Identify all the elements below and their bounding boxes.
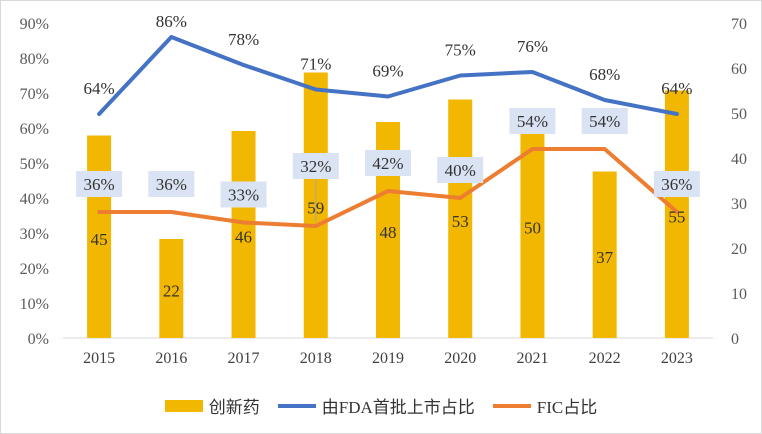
fic-data-label: 33% <box>228 186 259 205</box>
legend-swatch <box>164 399 203 412</box>
right-tick-label: 50 <box>731 106 747 123</box>
left-tick-label: 90% <box>20 16 49 33</box>
bar <box>448 99 473 338</box>
right-tick-label: 70 <box>731 16 747 33</box>
fic-line <box>97 147 679 228</box>
fda-data-label: 64% <box>84 79 115 98</box>
fda-data-label: 76% <box>517 37 548 56</box>
fic-label-box <box>148 171 195 197</box>
fic-data-label: 40% <box>445 161 476 180</box>
left-tick-label: 60% <box>20 121 49 138</box>
left-tick-label: 40% <box>20 191 49 208</box>
fda-data-label: 69% <box>372 62 403 81</box>
x-tick-label: 2018 <box>300 350 332 367</box>
fic-label-box <box>220 181 267 208</box>
fic-data-label: 36% <box>661 175 692 194</box>
fic-label-box <box>437 157 484 183</box>
legend-swatch <box>492 403 531 408</box>
bar-data-label: 55 <box>668 207 685 226</box>
legend-label: 由FDA首批上市占比 <box>321 398 475 417</box>
fda-data-label: 78% <box>228 30 259 49</box>
bar-data-label: 22 <box>163 282 180 301</box>
fda-data-label: 71% <box>300 55 331 74</box>
legend-item-fic: FIC占比 <box>492 393 598 418</box>
bar-data-label: 45 <box>91 230 108 249</box>
bar-data-label: 48 <box>380 223 397 242</box>
bar <box>87 135 112 338</box>
bar-data-label: 37 <box>596 248 614 267</box>
x-tick-label: 2023 <box>661 350 693 367</box>
fic-label-box <box>509 108 556 134</box>
right-tick-label: 10 <box>731 286 747 303</box>
fic-label-box <box>292 153 339 179</box>
fic-label-box <box>581 108 628 134</box>
x-tick-label: 2016 <box>155 350 187 367</box>
x-tick-label: 2021 <box>516 350 548 367</box>
bar <box>592 171 617 338</box>
bar <box>159 239 184 338</box>
legend-label: FIC占比 <box>536 398 598 417</box>
fic-data-label: 54% <box>517 112 548 131</box>
fic-data-label: 36% <box>84 175 115 194</box>
x-tick-label: 2020 <box>444 350 476 367</box>
fic-data-label: 54% <box>589 112 620 131</box>
left-tick-label: 80% <box>20 51 49 68</box>
fda-data-label: 64% <box>661 79 692 98</box>
left-tick-label: 70% <box>20 86 49 103</box>
bar <box>664 90 689 338</box>
left-tick-label: 0% <box>28 331 49 348</box>
bar-data-label: 53 <box>452 212 469 231</box>
legend-swatch <box>277 403 316 408</box>
fda-data-label: 86% <box>156 12 187 31</box>
bar-data-label: 46 <box>235 228 252 247</box>
x-tick-label: 2019 <box>372 350 404 367</box>
bar-data-label: 50 <box>524 219 541 238</box>
left-tick-label: 50% <box>20 156 49 173</box>
right-tick-label: 40 <box>731 151 747 168</box>
bar <box>231 131 256 338</box>
fic-data-label: 32% <box>300 157 331 176</box>
fic-data-label: 42% <box>372 154 403 173</box>
x-tick-label: 2015 <box>83 350 115 367</box>
fic-label-box <box>365 150 411 176</box>
fic-data-label: 36% <box>156 175 187 194</box>
right-tick-label: 30 <box>731 196 747 213</box>
fda-line <box>97 35 679 116</box>
legend-item-bar: 创新药 <box>164 393 260 418</box>
fda-data-label: 68% <box>589 65 620 84</box>
fic-label-box <box>653 171 700 197</box>
chart-plot: 0% 10% 20% 30% 40% 50% 60% 70% 80% 90% 0 10 20 30 40 50… <box>20 12 747 367</box>
legend-item-fda: 由FDA首批上市占比 <box>277 393 475 418</box>
left-tick-label: 30% <box>20 226 49 243</box>
fic-label-box <box>76 171 123 197</box>
right-tick-label: 60 <box>731 61 747 78</box>
left-tick-label: 20% <box>20 261 49 278</box>
legend: 创新药 由FDA首批上市占比 FIC占比 <box>1 393 761 418</box>
left-tick-label: 10% <box>20 296 49 313</box>
right-tick-label: 0 <box>731 331 739 348</box>
right-tick-label: 20 <box>731 241 747 258</box>
x-tick-label: 2017 <box>228 350 260 367</box>
x-tick-label: 2022 <box>589 350 621 367</box>
legend-label: 创新药 <box>208 398 260 417</box>
fda-data-label: 75% <box>445 41 476 60</box>
